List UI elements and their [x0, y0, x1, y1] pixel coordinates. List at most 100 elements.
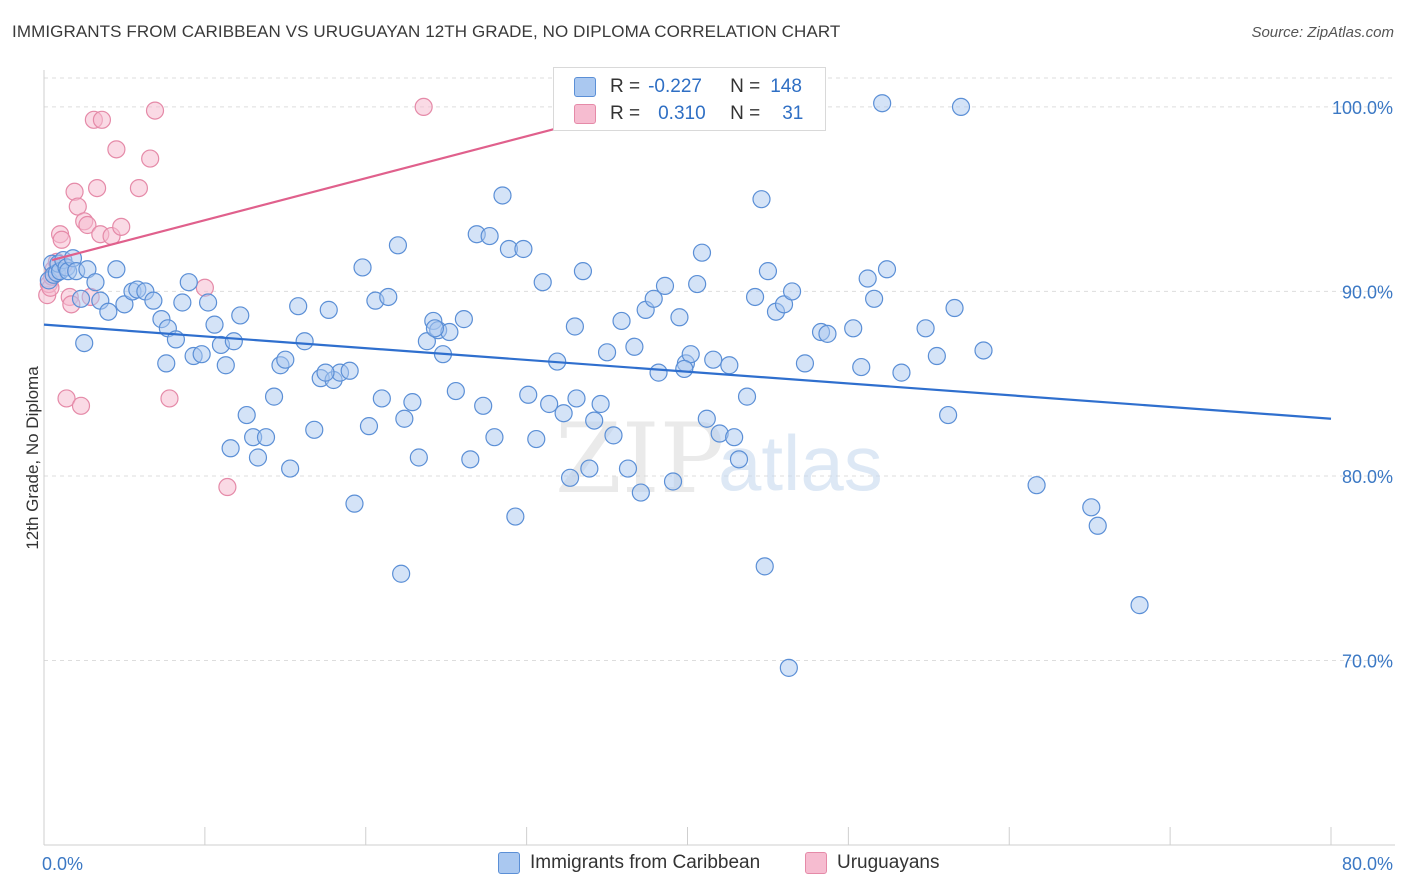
caribbean-point [506, 507, 525, 526]
watermark: ZIP atlas [555, 403, 883, 515]
legend-swatch-blue [574, 77, 596, 97]
caribbean-point [565, 317, 584, 336]
caribbean-point [852, 357, 871, 377]
caribbean-point [663, 472, 683, 491]
y-tick-label: 70.0% [1342, 651, 1393, 671]
caribbean-point [493, 186, 512, 205]
uruguayans-point [65, 182, 84, 201]
caribbean-point [779, 658, 798, 677]
legend-r-value: -0.227 [648, 76, 702, 97]
caribbean-point [916, 319, 935, 338]
y-tick-label: 80.0% [1342, 467, 1393, 487]
caribbean-point [71, 289, 91, 308]
caribbean-point [729, 450, 749, 469]
caribbean-point [752, 190, 771, 209]
caribbean-point [107, 260, 126, 279]
caribbean-point [237, 405, 256, 425]
caribbean-point [359, 417, 379, 436]
uruguayans-point [92, 110, 112, 129]
caribbean-point [392, 564, 411, 583]
caribbean-point [758, 262, 778, 281]
caribbean-point [580, 459, 599, 478]
x-tick-max: 80.0% [1342, 854, 1393, 874]
caribbean-point [554, 404, 573, 423]
caribbean-point [604, 426, 623, 445]
caribbean-point [697, 409, 716, 428]
caribbean-point [514, 239, 533, 259]
caribbean-point [173, 293, 192, 312]
uruguayans-point [195, 278, 214, 297]
series-legend-label: Immigrants from Caribbean [530, 852, 761, 873]
caribbean-point [670, 308, 689, 327]
caribbean-point [649, 363, 668, 382]
caribbean-point [755, 557, 774, 576]
caribbean-point [353, 258, 372, 277]
uruguayans-point [112, 217, 131, 236]
caribbean-point [372, 389, 391, 408]
caribbean-point [873, 94, 892, 113]
caribbean-point [454, 310, 473, 329]
caribbean-point [692, 243, 712, 262]
caribbean-point [256, 428, 276, 447]
caribbean-point [305, 420, 324, 439]
caribbean-point [892, 363, 911, 382]
caribbean-point [75, 333, 94, 353]
series-legend-label: Uruguayans [837, 852, 940, 873]
chart-source: Source: ZipAtlas.com [1251, 24, 1394, 41]
caribbean-point [527, 429, 546, 449]
uruguayans-point [414, 97, 433, 117]
caribbean-point [573, 262, 593, 281]
uruguayans-point [141, 149, 160, 168]
caribbean-point [560, 468, 580, 487]
legend-swatch-pink [574, 104, 596, 124]
caribbean-point [612, 311, 631, 331]
series-swatch-pink [805, 852, 827, 874]
caribbean-point [927, 346, 946, 366]
caribbean-trend-line [43, 323, 1332, 420]
caribbean-point [745, 287, 765, 307]
series-legend: Immigrants from Caribbean Uruguayans [0, 852, 1406, 878]
caribbean-point [737, 387, 757, 406]
caribbean-point [974, 341, 993, 360]
legend-row-caribbean: R = -0.227 N = 148 [574, 74, 802, 100]
caribbean-point [585, 411, 604, 430]
caribbean-point [951, 97, 971, 117]
caribbean-point [485, 428, 504, 447]
caribbean-point [720, 356, 739, 375]
caribbean-point [221, 439, 240, 458]
caribbean-point [276, 350, 295, 369]
legend-r-label: R = [610, 103, 641, 124]
caribbean-point [597, 343, 617, 362]
caribbean-point [655, 276, 675, 295]
caribbean-point [865, 289, 884, 308]
caribbean-point [519, 385, 538, 404]
caribbean-point [533, 273, 552, 292]
series-legend-caribbean[interactable]: Immigrants from Caribbean [498, 852, 760, 874]
caribbean-point [725, 428, 744, 447]
caribbean-point [474, 396, 493, 415]
uruguayans-point [57, 389, 76, 408]
y-tick-label: 100.0% [1332, 98, 1393, 118]
caribbean-point [345, 494, 364, 513]
uruguayans-point [107, 140, 126, 159]
caribbean-point [144, 291, 163, 310]
caribbean-point [379, 287, 398, 307]
caribbean-point [78, 260, 97, 279]
caribbean-point [631, 483, 650, 502]
caribbean-point [1130, 596, 1149, 615]
series-legend-uruguayans[interactable]: Uruguayans [805, 852, 939, 874]
caribbean-point [289, 297, 308, 316]
caribbean-point [192, 345, 211, 364]
caribbean-point [99, 302, 118, 321]
caribbean-point [425, 319, 445, 338]
caribbean-point [224, 332, 243, 351]
caribbean-point [945, 298, 964, 318]
caribbean-point [403, 393, 422, 412]
y-tick-label: 90.0% [1342, 282, 1393, 302]
caribbean-point [567, 389, 586, 408]
caribbean-point [216, 356, 235, 375]
caribbean-point [295, 332, 314, 351]
caribbean-point [205, 315, 224, 334]
uruguayans-point [87, 178, 107, 198]
